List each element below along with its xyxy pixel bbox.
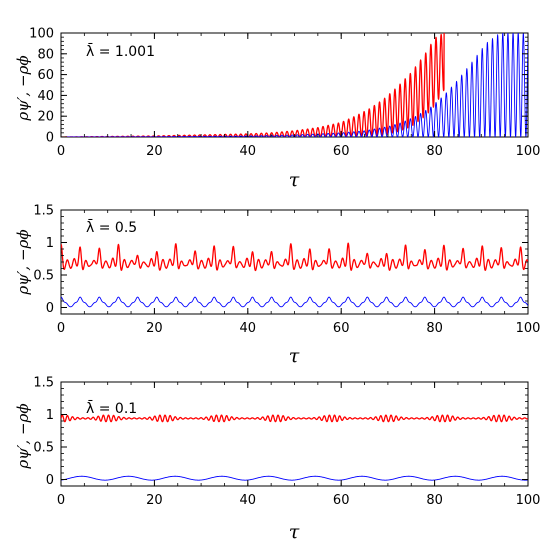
x-tick-label: 20 — [146, 493, 163, 508]
x-tick-label: 20 — [146, 321, 163, 336]
series-blue-line — [61, 296, 528, 308]
x-tick-label: 100 — [516, 321, 541, 336]
panel-middle: 0 20 40 60 80 100 0 0.5 1 1.5 λ̄ = 0.5 τ ρψ′, −ρϕ — [14, 204, 540, 368]
series-layer — [61, 33, 528, 137]
x-tick-label: 100 — [516, 493, 541, 508]
plot-frame — [60, 381, 529, 487]
y-tick-label: 1.5 — [33, 204, 54, 219]
x-tick-label: 0 — [57, 493, 65, 508]
annotation-label: λ̄ = 0.5 — [86, 218, 137, 236]
x-tick-label: 60 — [333, 144, 350, 159]
panel-bottom: 0 20 40 60 80 100 0 0.5 1 1.5 λ̄ = 0.1 τ ρψ′, −ρϕ — [14, 376, 540, 544]
x-tick-label: 100 — [516, 144, 541, 159]
y-tick-label: 20 — [37, 110, 54, 125]
x-tick-label: 80 — [426, 321, 443, 336]
ticks-layer: 0 20 40 60 80 100 0 20 40 60 80 100 — [29, 27, 540, 160]
series-layer — [61, 242, 528, 308]
y-tick-label: 40 — [37, 89, 54, 104]
series-layer — [61, 414, 528, 481]
y-tick-label: 80 — [37, 47, 54, 62]
y-axis-label: ρψ′, −ρϕ — [14, 229, 32, 295]
x-tick-label: 0 — [57, 321, 65, 336]
x-tick-label: 0 — [57, 144, 65, 159]
x-axis-label: τ — [289, 169, 300, 191]
x-tick-label: 40 — [240, 321, 257, 336]
y-tick-label: 0 — [46, 301, 54, 316]
annotation-label: λ̄ = 1.001 — [86, 42, 155, 60]
y-tick-label: 1.5 — [33, 376, 54, 391]
y-tick-label: 0.5 — [33, 441, 54, 456]
x-tick-label: 60 — [333, 493, 350, 508]
annotation-label: λ̄ = 0.1 — [86, 399, 137, 417]
y-tick-label: 1 — [46, 236, 54, 251]
x-axis-label: τ — [289, 345, 300, 367]
x-tick-label: 80 — [426, 144, 443, 159]
series-red-line — [61, 414, 528, 423]
x-tick-label: 40 — [240, 144, 257, 159]
series-blue-line — [61, 475, 528, 481]
y-tick-label: 0 — [46, 131, 54, 146]
ticks-layer: 0 20 40 60 80 100 0 0.5 1 1.5 — [33, 376, 540, 509]
x-tick-label: 60 — [333, 321, 350, 336]
panel-top: 0 20 40 60 80 100 0 20 40 60 80 100 λ̄ = 1.001 τ ρψ… — [14, 27, 540, 192]
y-tick-label: 1 — [46, 408, 54, 423]
series-red-line — [61, 242, 528, 272]
y-tick-label: 100 — [29, 27, 54, 42]
ticks-layer: 0 20 40 60 80 100 0 0.5 1 1.5 — [33, 204, 540, 337]
x-tick-label: 80 — [426, 493, 443, 508]
x-tick-label: 20 — [146, 144, 163, 159]
y-axis-label: ρψ′, −ρϕ — [14, 403, 32, 469]
x-tick-label: 40 — [240, 493, 257, 508]
y-axis-label: ρψ′, −ρϕ — [14, 55, 32, 121]
y-tick-label: 0 — [46, 473, 54, 488]
y-tick-label: 0.5 — [33, 269, 54, 284]
x-axis-label: τ — [289, 521, 300, 543]
y-tick-label: 60 — [37, 68, 54, 83]
